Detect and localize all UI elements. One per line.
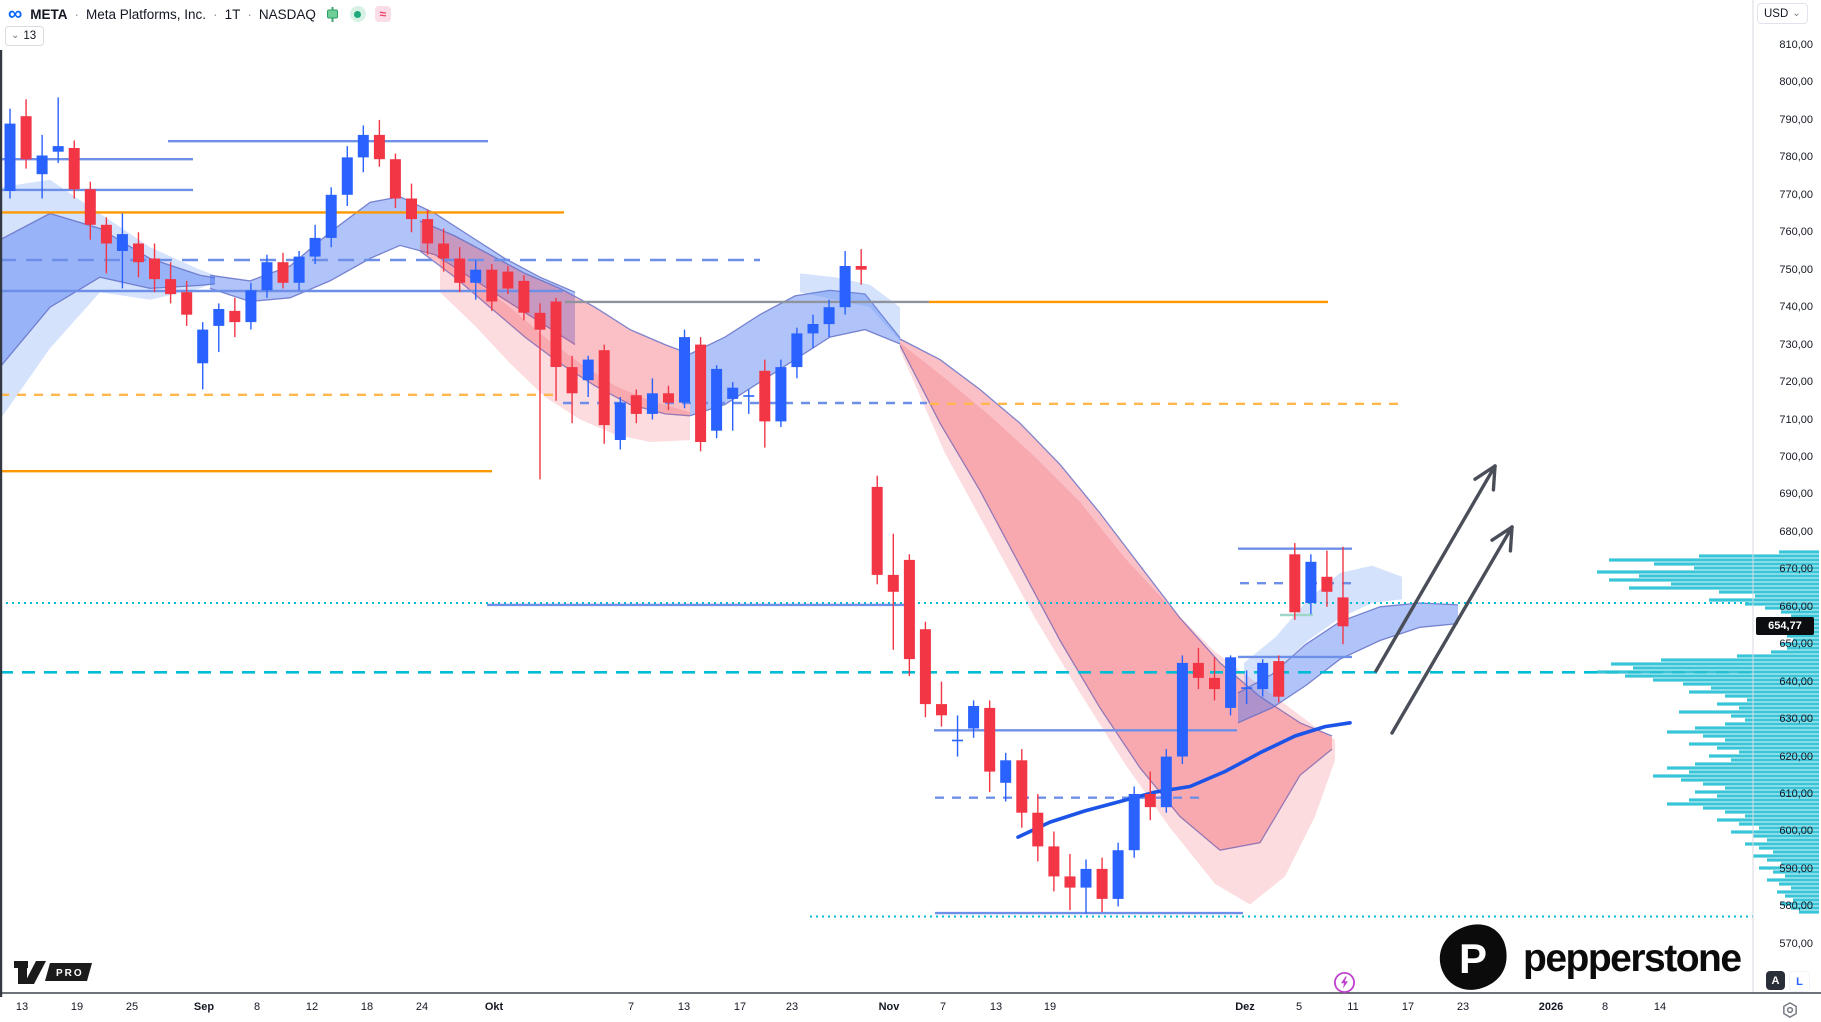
price-axis-label: 580,00 [1779,900,1813,913]
time-axis-label: 24 [415,1001,429,1013]
price-axis-label: 690,00 [1779,488,1813,501]
time-axis-label: 13 [677,1001,691,1013]
flash-trade-icon[interactable] [1333,971,1356,999]
tradingview-logo-icon [14,961,46,984]
price-axis-label: 810,00 [1779,39,1813,51]
price-axis-label: 620,00 [1779,750,1813,763]
candles-layer [4,97,1349,914]
ma-line [1016,720,1352,839]
separator: · [247,6,252,22]
price-axis-label: 760,00 [1779,226,1813,239]
time-axis-label: 23 [785,1001,799,1013]
pepperstone-wordmark: pepperstone [1523,937,1742,980]
time-axis-label: 8 [253,1001,261,1013]
price-axis[interactable]: 810,00 800,00 790,00 780,00 770,00 760,00 750,… [1753,0,1821,993]
svg-text:P: P [1459,935,1487,982]
axis-settings-gear-icon[interactable] [1781,1001,1799,1022]
price-axis-label: 600,00 [1779,825,1813,838]
symbol-toolbar: ∞ META · Meta Platforms, Inc. · 1T · NAS… [8,3,391,25]
clouds-layer [0,179,1459,905]
trend-arrows-annotation[interactable] [1374,464,1514,735]
time-axis-label: Sep [193,1001,215,1013]
chevron-down-icon: ⌄ [1792,7,1801,19]
price-axis-label: 570,00 [1779,937,1813,950]
price-axis-label: 590,00 [1779,862,1813,875]
price-axis-label: 710,00 [1779,413,1813,426]
volume-profile [1597,550,1819,914]
time-axis-label: 18 [360,1001,374,1013]
separator: · [74,6,80,22]
price-axis-label: 730,00 [1779,338,1813,351]
time-axis-label: 17 [1401,1001,1415,1013]
time-axis-label: 12 [305,1001,319,1013]
time-axis-label: 19 [70,1001,84,1013]
chevron-down-icon: ⌄ [11,30,20,41]
price-axis-label: 630,00 [1779,713,1813,726]
symbol-description[interactable]: Meta Platforms, Inc. [86,6,207,22]
indicators-collapse-chip[interactable]: ⌄ 13 [5,26,45,46]
price-axis-label: 670,00 [1779,563,1813,576]
currency-button[interactable]: USD ⌄ [1757,3,1808,24]
chart-chrome [0,0,1821,997]
price-axis-label: 750,00 [1779,263,1813,276]
interval-label[interactable]: 1T [224,6,241,22]
meta-logo-icon: ∞ [8,3,23,25]
time-axis-label: Okt [484,1001,504,1013]
time-axis-label: 5 [1295,1001,1303,1013]
time-axis-label: 19 [1043,1001,1057,1013]
time-axis[interactable]: 13 19 25 Sep 8 12 18 24 Okt 7 13 17 23 Nov 7 13 19 Dez 5 11… [0,993,1821,1022]
time-axis-label: 2026 [1538,1001,1564,1013]
log-scale-button[interactable]: L [1789,971,1810,992]
indicator-count: 13 [23,30,37,42]
price-axis-label: 770,00 [1779,188,1813,201]
pro-badge: PRO [45,963,92,981]
time-axis-label: 25 [125,1001,139,1013]
levels-layer[interactable] [0,139,1753,918]
candle-chart-type-icon[interactable] [325,6,341,22]
exchange-label[interactable]: NASDAQ [258,6,316,22]
pepperstone-mark-icon: P [1439,924,1507,990]
time-axis-label: 13 [989,1001,1003,1013]
price-axis-label: 720,00 [1779,376,1813,389]
auto-scale-button[interactable]: A [1766,971,1785,990]
time-axis-label: 23 [1456,1001,1470,1013]
time-axis-label: Nov [878,1001,900,1013]
last-price-badge: 654,77 [1756,617,1814,636]
market-status-icon[interactable] [349,6,366,22]
extended-hours-icon[interactable]: ≈ [374,6,391,22]
price-axis-label: 680,00 [1779,525,1813,538]
time-axis-label: 17 [733,1001,747,1013]
price-axis-label: 610,00 [1779,788,1813,800]
price-axis-label: 740,00 [1779,301,1813,314]
svg-text:PRO: PRO [56,968,84,979]
price-axis-label: 780,00 [1779,151,1813,164]
time-axis-label: 8 [1601,1001,1609,1013]
tradingview-pro-logo[interactable]: PRO [14,960,98,991]
symbol-name[interactable]: META [30,6,68,22]
time-axis-label: 11 [1347,1001,1359,1013]
time-axis-label: Dez [1235,1001,1255,1013]
time-axis-label: 14 [1653,1001,1667,1013]
price-axis-label: 660,00 [1779,600,1813,613]
time-axis-label: 7 [939,1001,947,1013]
separator: · [213,6,218,22]
price-axis-label: 640,00 [1779,675,1813,688]
price-axis-label: 700,00 [1779,450,1813,463]
price-axis-label: 800,00 [1779,76,1813,89]
time-axis-label: 7 [627,1001,635,1013]
price-axis-label: 650,00 [1779,638,1813,651]
price-axis-label: 790,00 [1779,113,1813,126]
time-axis-label: 13 [15,1001,29,1013]
currency-label: USD [1764,7,1789,20]
pepperstone-logo: P pepperstone [1437,921,1757,997]
